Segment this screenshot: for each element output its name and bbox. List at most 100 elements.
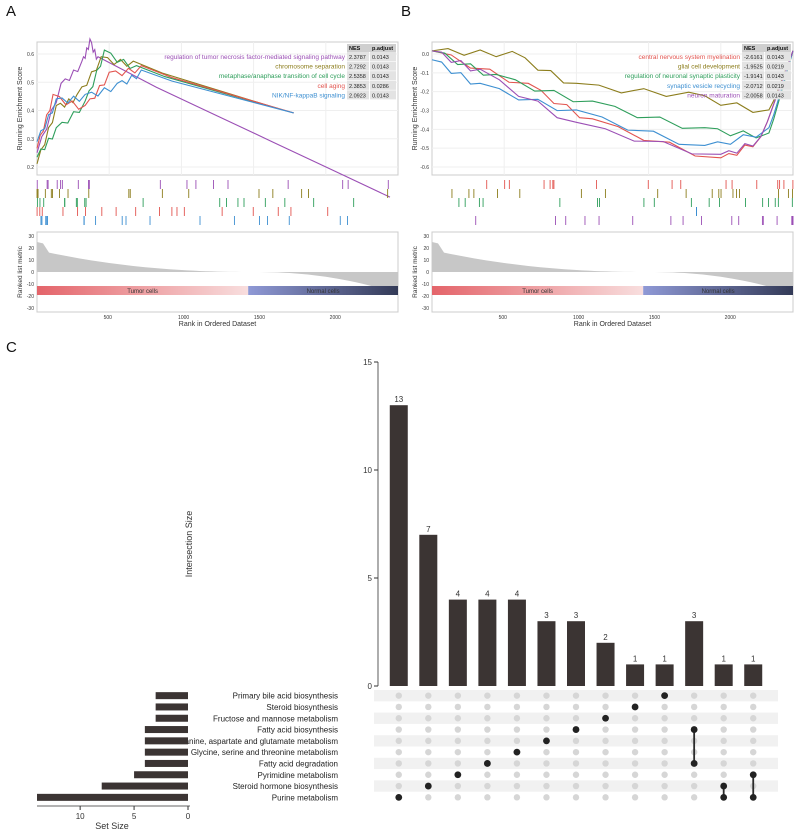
table-header-bg bbox=[742, 44, 791, 52]
intersection-bar bbox=[537, 621, 556, 686]
matrix-dot bbox=[543, 782, 550, 790]
set-name-label: Steroid biosynthesis bbox=[266, 703, 338, 712]
matrix-dot bbox=[661, 737, 668, 745]
matrix-dot bbox=[395, 771, 402, 778]
matrix-dot bbox=[395, 703, 402, 711]
matrix-dot bbox=[513, 794, 521, 801]
matrix-dot bbox=[454, 703, 462, 711]
band-label-tumor: Tumor cells bbox=[522, 289, 553, 295]
matrix-dot bbox=[750, 726, 757, 733]
y-tick-label: 0.5 bbox=[27, 80, 34, 86]
bar-value-label: 1 bbox=[633, 654, 638, 663]
table-cell-bg bbox=[347, 80, 369, 90]
y2-tick-label: -20 bbox=[27, 294, 34, 300]
matrix-dot bbox=[602, 794, 609, 801]
matrix-dot bbox=[750, 737, 757, 745]
matrix-dot bbox=[631, 760, 639, 767]
pathway-label: metaphase/anaphase transition of cell cy… bbox=[219, 73, 345, 80]
band-label-normal: Normal cells bbox=[307, 289, 340, 295]
bar-value-label: 4 bbox=[456, 590, 461, 599]
pathway-label: synaptic vesicle recycling bbox=[667, 83, 740, 90]
matrix-dot bbox=[513, 692, 521, 699]
set-size-bar bbox=[37, 793, 188, 801]
matrix-dot bbox=[631, 794, 639, 801]
panel-letter: C bbox=[6, 339, 17, 356]
padj-value: 0.0143 bbox=[767, 55, 784, 61]
y2-axis-label: Ranked list metric bbox=[412, 245, 419, 297]
matrix-dot bbox=[661, 782, 668, 790]
matrix-dot bbox=[690, 782, 698, 790]
matrix-dot-active bbox=[572, 726, 580, 733]
pathway-label: NIK/NF-kappaB signaling bbox=[272, 92, 345, 99]
nes-value: 2.3787 bbox=[349, 55, 366, 61]
matrix-dot bbox=[395, 782, 402, 790]
y2-tick-label: 30 bbox=[28, 234, 34, 240]
matrix-dot bbox=[690, 703, 698, 711]
matrix-dot bbox=[661, 760, 668, 767]
table-cell-bg bbox=[765, 90, 791, 100]
pathway-label: regulation of neuronal synaptic plastici… bbox=[625, 73, 741, 80]
panel-letter: A bbox=[6, 3, 16, 20]
matrix-dot bbox=[425, 794, 432, 801]
y-tick-label: 10 bbox=[363, 466, 372, 475]
y2-tick-label: 20 bbox=[28, 246, 34, 252]
matrix-dot bbox=[572, 760, 580, 767]
metric-area bbox=[432, 242, 793, 294]
matrix-dot bbox=[513, 771, 521, 778]
y-tick-label: -0.5 bbox=[420, 146, 429, 152]
matrix-dot bbox=[484, 703, 491, 711]
y2-tick-label: 0 bbox=[426, 270, 429, 276]
matrix-dot bbox=[572, 715, 580, 722]
intersection-bar bbox=[419, 534, 438, 686]
table-header-nes: NES bbox=[349, 46, 361, 52]
nes-value: -2.0058 bbox=[744, 93, 763, 99]
es-curve-1 bbox=[36, 37, 391, 198]
intersection-bar bbox=[567, 621, 585, 686]
y2-tick-label: 30 bbox=[423, 234, 429, 240]
matrix-dot bbox=[720, 737, 727, 745]
metric-area bbox=[37, 242, 398, 294]
matrix-dot bbox=[661, 726, 668, 733]
padj-value: 0.0143 bbox=[372, 55, 389, 61]
matrix-dot bbox=[631, 726, 639, 733]
x-tick-label: 2000 bbox=[725, 315, 736, 321]
padj-value: 0.0143 bbox=[372, 65, 389, 71]
matrix-dot bbox=[631, 782, 639, 790]
pathway-label: regulation of tumor necrosis factor-medi… bbox=[164, 54, 345, 61]
pathway-label: chromosome separation bbox=[275, 64, 345, 71]
set-name-label: Alanine, aspartate and glutamate metabol… bbox=[177, 737, 338, 746]
y-tick-label: -0.4 bbox=[420, 127, 429, 133]
table-cell-bg bbox=[370, 52, 396, 61]
matrix-dot bbox=[631, 715, 639, 722]
set-size-bar bbox=[144, 748, 188, 756]
matrix-dot bbox=[690, 715, 698, 722]
x-tick-label: 2000 bbox=[330, 315, 341, 321]
matrix-dot bbox=[425, 737, 432, 745]
y-tick-label: 0.3 bbox=[27, 137, 34, 143]
matrix-dot bbox=[602, 760, 609, 767]
es-curve-2 bbox=[431, 48, 794, 113]
table-cell-bg bbox=[765, 80, 791, 90]
matrix-dot-active bbox=[720, 793, 728, 801]
matrix-dot bbox=[454, 794, 462, 801]
bar-value-label: 1 bbox=[751, 654, 756, 663]
matrix-dot bbox=[572, 737, 580, 745]
table-cell-bg bbox=[765, 52, 791, 61]
matrix-dot bbox=[572, 692, 580, 699]
set-size-bar bbox=[155, 692, 188, 700]
bar-value-label: 7 bbox=[426, 525, 431, 534]
y-axis-label: Running Enrichment Score bbox=[17, 67, 24, 151]
y-tick-label: 15 bbox=[363, 358, 372, 367]
matrix-dot bbox=[543, 726, 550, 733]
matrix-dot bbox=[572, 748, 580, 756]
matrix-dot bbox=[750, 692, 757, 699]
table-header-padj: p.adjust bbox=[767, 46, 788, 52]
x-axis-label: Rank in Ordered Dataset bbox=[179, 321, 256, 328]
matrix-dot bbox=[454, 748, 462, 756]
y-tick-label: 0.6 bbox=[27, 52, 34, 58]
intersection-bar bbox=[389, 405, 408, 686]
y2-tick-label: -20 bbox=[422, 294, 429, 300]
intersection-bar bbox=[714, 664, 733, 686]
es-curve-5 bbox=[431, 50, 794, 155]
